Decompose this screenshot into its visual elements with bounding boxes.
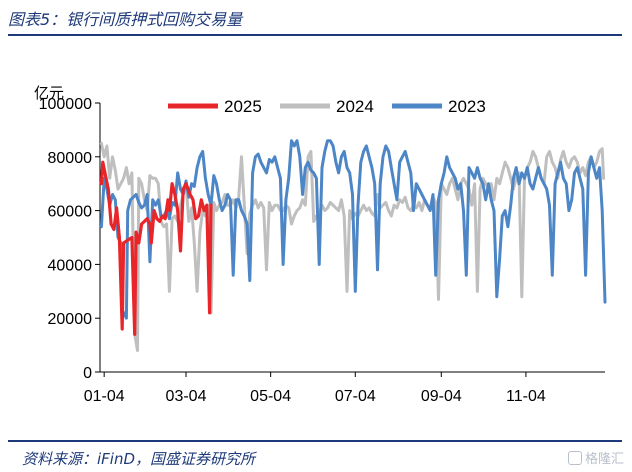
- x-tick-label: 03-04: [166, 388, 207, 405]
- source-note: 资料来源：iFinD，国盛证券研究所: [22, 450, 256, 468]
- x-tick-label: 01-04: [84, 388, 125, 405]
- y-axis-label: 亿元: [34, 84, 64, 102]
- chart-axes: 0 20000 40000 60000 80000 100000 01-04 03-04 05-…: [39, 96, 605, 405]
- watermark-logo-icon: [567, 451, 582, 465]
- y-tick-label: 80000: [48, 150, 93, 167]
- x-tick-label: 07-04: [335, 388, 376, 405]
- legend-label-2024: 2024: [336, 97, 374, 116]
- chart-legend: 2025 2024 2023: [168, 97, 486, 116]
- y-tick-label: 40000: [48, 257, 93, 274]
- title-rule: [8, 34, 622, 36]
- figure-title: 图表5：银行间质押式回购交易量: [8, 10, 243, 29]
- legend-label-2023: 2023: [448, 97, 486, 116]
- legend-label-2025: 2025: [224, 97, 262, 116]
- y-tick-label: 100000: [39, 96, 92, 113]
- x-tick-label: 09-04: [421, 388, 462, 405]
- line-chart: 0 20000 40000 60000 80000 100000 01-04 03-04 05-…: [34, 84, 607, 405]
- y-tick-label: 0: [83, 365, 92, 382]
- series-layer: [99, 139, 607, 352]
- source-rule: [8, 440, 622, 442]
- series-line-2025: [99, 160, 213, 336]
- x-tick-label: 05-04: [250, 388, 291, 405]
- watermark-text: 格隆汇: [584, 452, 624, 467]
- y-tick-label: 20000: [48, 311, 93, 328]
- watermark: 格隆汇: [567, 448, 624, 467]
- series-line-2023: [99, 139, 607, 320]
- x-tick-label: 11-04: [506, 388, 546, 405]
- y-tick-label: 60000: [48, 204, 93, 221]
